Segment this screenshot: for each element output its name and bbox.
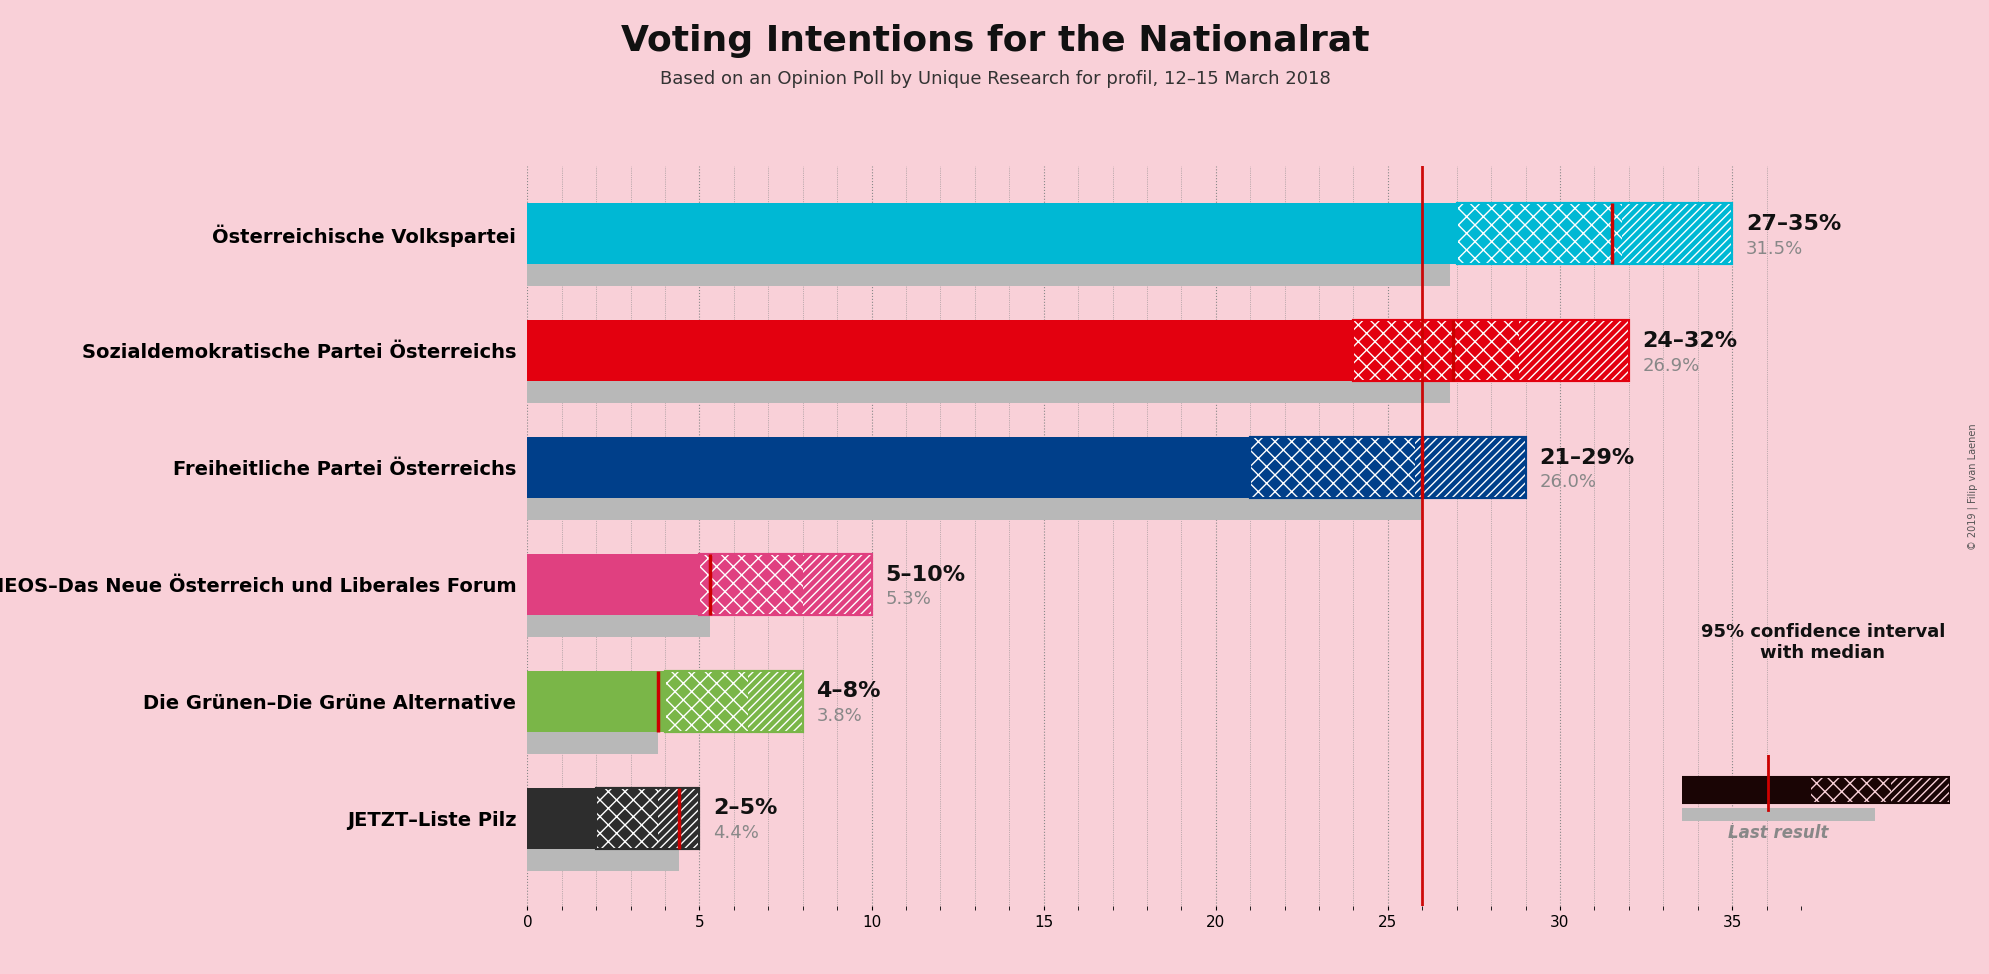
Bar <box>1249 437 1414 498</box>
Bar <box>597 788 698 848</box>
Bar <box>1249 437 1526 498</box>
Text: 3.8%: 3.8% <box>815 707 861 726</box>
Bar <box>1681 777 1949 804</box>
Bar <box>802 554 871 615</box>
Bar <box>597 788 658 848</box>
Bar <box>1681 777 1810 804</box>
Bar <box>1353 319 1629 381</box>
Bar <box>1456 203 1730 264</box>
Bar <box>527 671 664 731</box>
Bar <box>527 380 1450 403</box>
Text: 24–32%: 24–32% <box>1641 330 1736 351</box>
Bar <box>527 263 1450 286</box>
Bar <box>698 554 871 615</box>
Bar <box>748 671 802 731</box>
Bar <box>527 497 1422 520</box>
Bar <box>1456 203 1730 264</box>
Text: Last result: Last result <box>1726 824 1828 843</box>
Text: 26.9%: 26.9% <box>1641 356 1699 375</box>
Bar <box>698 554 871 615</box>
Bar <box>1810 777 1890 804</box>
Text: 2–5%: 2–5% <box>712 799 778 818</box>
Bar <box>1353 319 1518 381</box>
Bar <box>527 437 1249 498</box>
Bar <box>527 730 658 754</box>
Bar <box>664 671 802 731</box>
Bar <box>527 319 1353 381</box>
Text: 4.4%: 4.4% <box>712 824 758 843</box>
Bar <box>664 671 802 731</box>
Text: Voting Intentions for the Nationalrat: Voting Intentions for the Nationalrat <box>621 24 1368 58</box>
Bar <box>664 671 748 731</box>
Bar <box>1681 807 1874 821</box>
Bar <box>527 554 698 615</box>
Bar <box>1621 203 1730 264</box>
Bar <box>527 847 678 871</box>
Bar <box>1456 203 1621 264</box>
Bar <box>1890 777 1949 804</box>
Text: 26.0%: 26.0% <box>1539 473 1595 492</box>
Bar <box>1890 777 1949 804</box>
Bar <box>1414 437 1526 498</box>
Text: 21–29%: 21–29% <box>1539 448 1633 468</box>
Bar <box>1518 319 1629 381</box>
Text: 95% confidence interval
with median: 95% confidence interval with median <box>1701 623 1943 662</box>
Text: © 2019 | Filip van Laenen: © 2019 | Filip van Laenen <box>1967 424 1977 550</box>
Text: 27–35%: 27–35% <box>1744 213 1840 234</box>
Bar <box>527 203 1456 264</box>
Text: 5–10%: 5–10% <box>885 565 965 584</box>
Text: Based on an Opinion Poll by Unique Research for profil, 12–15 March 2018: Based on an Opinion Poll by Unique Resea… <box>658 70 1331 88</box>
Bar <box>1249 437 1526 498</box>
Bar <box>527 614 710 637</box>
Bar <box>1353 319 1629 381</box>
Text: 31.5%: 31.5% <box>1744 240 1802 257</box>
Bar <box>1810 777 1890 804</box>
Bar <box>597 788 698 848</box>
Text: 4–8%: 4–8% <box>815 682 881 701</box>
Bar <box>658 788 698 848</box>
Text: 5.3%: 5.3% <box>885 590 931 609</box>
Bar <box>527 788 597 848</box>
Bar <box>698 554 802 615</box>
